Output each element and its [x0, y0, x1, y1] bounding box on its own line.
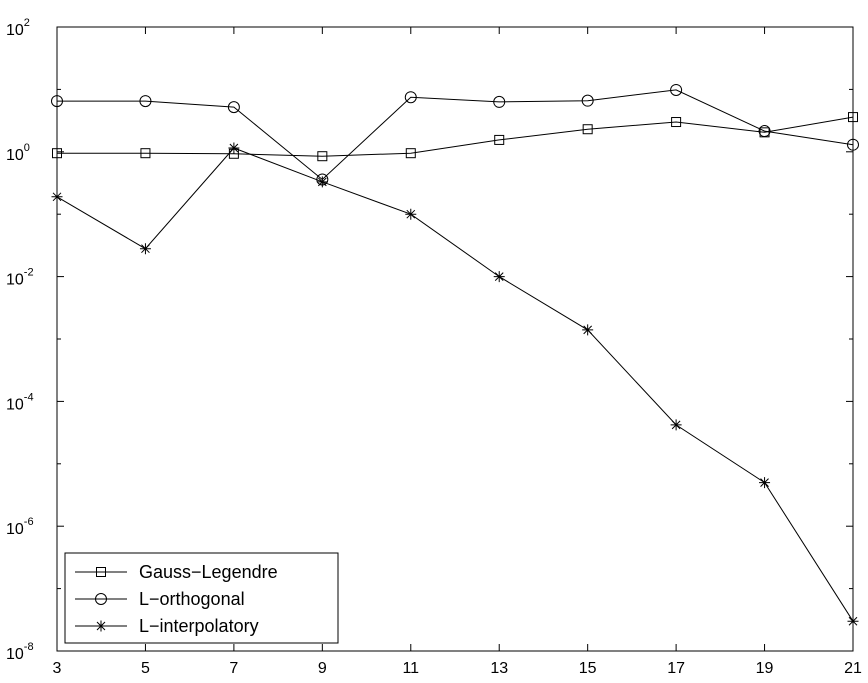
legend-marker-circle — [95, 593, 107, 605]
x-tick-label: 19 — [756, 660, 774, 677]
data-point-star — [405, 208, 417, 220]
data-point-square — [405, 148, 416, 159]
x-tick-label: 15 — [579, 660, 597, 677]
data-point-square — [317, 151, 328, 162]
data-point-circle — [139, 95, 152, 108]
legend-marker-square — [96, 567, 106, 577]
x-tick-label: 7 — [229, 660, 238, 677]
data-point-square — [140, 148, 151, 159]
legend-label: Gauss−Legendre — [139, 562, 278, 582]
x-tick-label: 3 — [53, 660, 62, 677]
data-point-star — [670, 419, 682, 431]
data-point-star — [759, 477, 771, 489]
x-tick-label: 5 — [141, 660, 150, 677]
x-tick-label: 21 — [844, 660, 862, 677]
legend-item: L−interpolatory — [75, 616, 259, 636]
series-circle — [51, 83, 859, 186]
data-point-star — [139, 243, 151, 255]
data-point-circle — [493, 95, 506, 108]
data-point-star — [316, 176, 328, 188]
data-point-circle — [404, 91, 417, 104]
x-tick-label: 17 — [667, 660, 685, 677]
data-point-circle — [670, 83, 683, 96]
series-line — [57, 89, 854, 181]
data-point-circle — [758, 125, 771, 138]
data-point-circle — [227, 101, 240, 114]
data-point-square — [494, 134, 505, 145]
data-point-star — [493, 271, 505, 283]
series-line — [56, 147, 854, 622]
data-point-circle — [581, 94, 594, 107]
legend-label: L−orthogonal — [139, 589, 245, 609]
data-point-star — [582, 324, 594, 336]
x-tick-label: 9 — [318, 660, 327, 677]
series-line — [57, 116, 854, 157]
series-layer — [51, 83, 859, 627]
data-point-star — [228, 142, 240, 154]
legend-label: L−interpolatory — [139, 616, 259, 636]
legend-marker-star — [95, 620, 107, 632]
x-tick-label: 11 — [402, 660, 419, 677]
legend-item: Gauss−Legendre — [75, 562, 278, 582]
legend-box — [64, 552, 339, 644]
data-point-square — [582, 124, 593, 135]
data-point-square — [671, 117, 682, 128]
legend-item: L−orthogonal — [75, 589, 245, 609]
legend: Gauss−Legendre L−orthogonal L−interpolator… — [64, 552, 339, 644]
x-tick-label: 13 — [490, 660, 508, 677]
